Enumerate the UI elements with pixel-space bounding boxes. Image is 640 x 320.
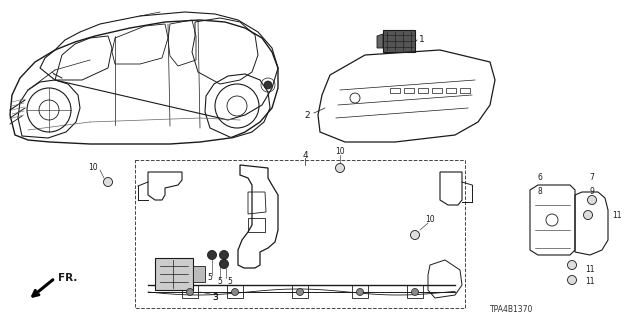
- Text: 7: 7: [589, 173, 595, 182]
- Text: TPA4B1370: TPA4B1370: [490, 306, 533, 315]
- Circle shape: [186, 289, 193, 295]
- Text: 11: 11: [585, 277, 595, 286]
- Bar: [446, 88, 456, 93]
- Text: 8: 8: [538, 188, 542, 196]
- Circle shape: [220, 251, 228, 260]
- Circle shape: [568, 260, 577, 269]
- Bar: [460, 88, 470, 93]
- Text: 5: 5: [218, 277, 223, 286]
- Bar: [383, 30, 415, 52]
- Circle shape: [335, 164, 344, 172]
- Text: 11: 11: [585, 266, 595, 275]
- Text: 3: 3: [212, 293, 218, 302]
- Text: 11: 11: [612, 211, 621, 220]
- Circle shape: [568, 276, 577, 284]
- Circle shape: [584, 211, 593, 220]
- Bar: [135, 160, 465, 308]
- Circle shape: [296, 289, 303, 295]
- Circle shape: [104, 178, 113, 187]
- Circle shape: [220, 260, 228, 268]
- Text: 5: 5: [228, 277, 232, 286]
- Circle shape: [207, 251, 216, 260]
- Bar: [404, 88, 414, 93]
- Circle shape: [412, 289, 419, 295]
- Circle shape: [356, 289, 364, 295]
- Text: 2: 2: [305, 110, 310, 119]
- Circle shape: [410, 230, 419, 239]
- Text: 3: 3: [212, 293, 218, 302]
- Text: 1: 1: [419, 36, 425, 44]
- Circle shape: [232, 289, 239, 295]
- Text: 10: 10: [88, 164, 98, 172]
- Text: 9: 9: [589, 188, 595, 196]
- Bar: [432, 88, 442, 93]
- Bar: [193, 266, 205, 282]
- Text: 6: 6: [538, 173, 543, 182]
- Circle shape: [588, 196, 596, 204]
- Circle shape: [264, 81, 272, 89]
- Text: 10: 10: [425, 215, 435, 225]
- Text: 10: 10: [335, 148, 345, 156]
- Bar: [418, 88, 428, 93]
- Text: 5: 5: [207, 274, 212, 283]
- Polygon shape: [377, 34, 383, 48]
- Bar: [155, 258, 193, 290]
- Bar: [390, 88, 400, 93]
- Text: 4: 4: [302, 150, 308, 159]
- Text: FR.: FR.: [58, 273, 77, 283]
